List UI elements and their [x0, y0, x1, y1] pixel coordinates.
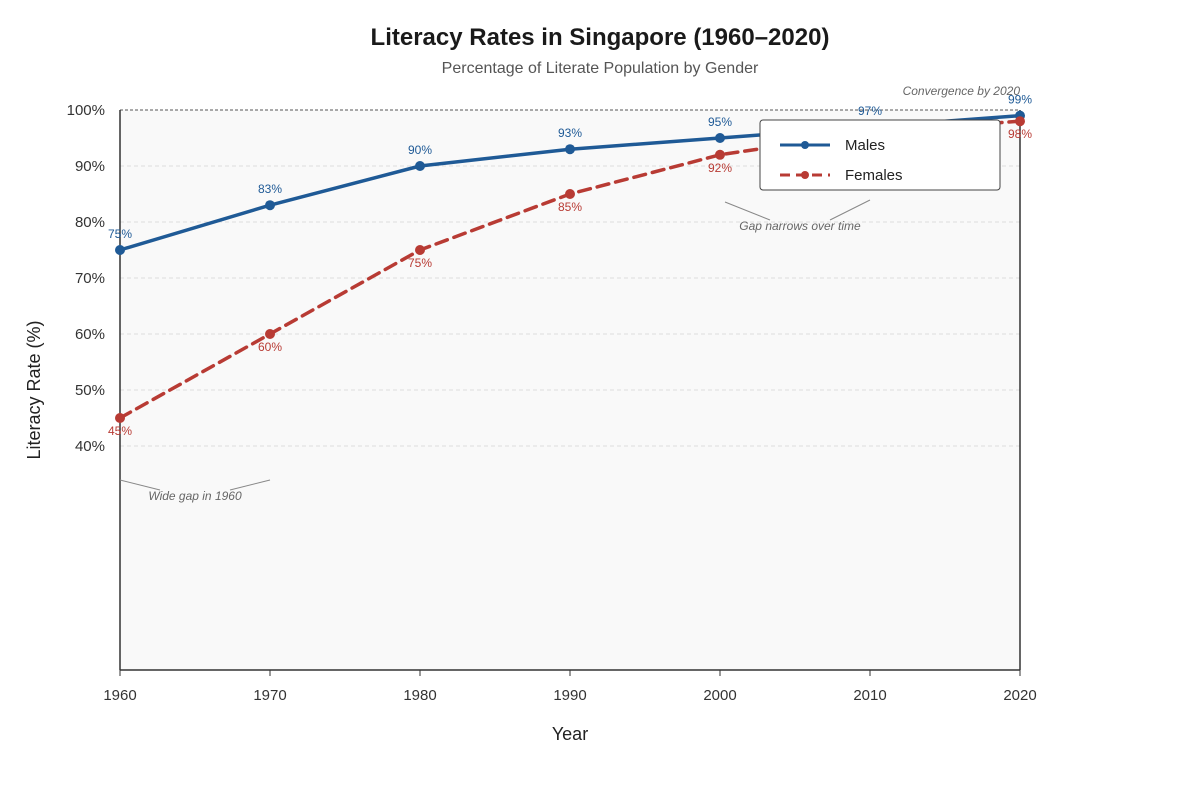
data-point-males [265, 200, 275, 211]
x-tick-label: 2020 [1003, 687, 1036, 704]
data-label-males: 83% [258, 182, 282, 196]
y-axis-title: Literacy Rate (%) [24, 320, 44, 459]
gap-annotation-leader-right [829, 199, 871, 221]
data-label-males: 99% [1008, 93, 1032, 107]
legend: Males Females [759, 119, 1001, 191]
data-point-males [415, 161, 425, 171]
y-tick-label: 70% [75, 270, 105, 287]
y-tick-label: 60% [75, 326, 105, 343]
data-point-females [265, 329, 275, 339]
data-label-females: 60% [258, 340, 282, 354]
legend-marker-females [801, 171, 809, 179]
y-tick-label: 100% [67, 102, 105, 119]
data-point-males [715, 133, 725, 143]
y-tick-label: 90% [75, 158, 105, 175]
x-tick-label: 2010 [853, 687, 886, 704]
wide-gap-leader-right [229, 479, 271, 491]
data-label-females: 85% [558, 200, 582, 214]
y-tick-label: 50% [75, 382, 105, 399]
y-tick-label: 40% [75, 438, 105, 455]
data-point-males [115, 245, 125, 255]
x-tick-label: 1960 [103, 687, 136, 704]
data-label-females: 92% [708, 161, 732, 175]
data-point-females [565, 189, 575, 199]
x-tick-label: 1980 [403, 687, 436, 704]
data-label-females: 98% [1008, 127, 1032, 141]
annotation-wide-gap: Wide gap in 1960 [148, 489, 242, 503]
x-tick-label: 1970 [253, 687, 286, 704]
data-label-males: 90% [408, 143, 432, 157]
x-tick-label: 1990 [553, 687, 586, 704]
legend-label-males: Males [845, 137, 885, 154]
data-label-females: 45% [108, 424, 132, 438]
x-tick-label: 2000 [703, 687, 736, 704]
data-label-males: 97% [858, 104, 882, 118]
chart-title: Literacy Rates in Singapore (1960–2020) [371, 24, 830, 51]
data-point-females [415, 245, 425, 255]
wide-gap-leader-left [119, 479, 161, 491]
annotation-leaders [119, 199, 871, 491]
y-axis-ticks: 40% 50% 60% 70% 80% 90% 100% [67, 102, 105, 455]
legend-marker-males [801, 141, 809, 149]
annotation-convergence: Convergence by 2020 [903, 84, 1021, 98]
data-point-females [1015, 116, 1025, 127]
gap-annotation-leader-left [724, 201, 771, 221]
data-label-males: 93% [558, 126, 582, 140]
chart-subtitle: Percentage of Literate Population by Gen… [442, 60, 759, 77]
data-label-males: 95% [708, 115, 732, 129]
data-point-males [565, 144, 575, 155]
y-tick-label: 80% [75, 214, 105, 231]
x-axis-title: Year [552, 724, 588, 744]
annotation-gap-narrows: Gap narrows over time [739, 219, 861, 233]
data-label-females: 75% [408, 256, 432, 270]
data-point-females [115, 413, 125, 423]
legend-box [759, 119, 1001, 191]
data-point-females [715, 149, 725, 160]
data-label-males: 75% [108, 227, 132, 241]
legend-label-females: Females [845, 167, 903, 184]
x-axis-ticks: 1960 1970 1980 1990 2000 2010 2020 [103, 670, 1037, 704]
